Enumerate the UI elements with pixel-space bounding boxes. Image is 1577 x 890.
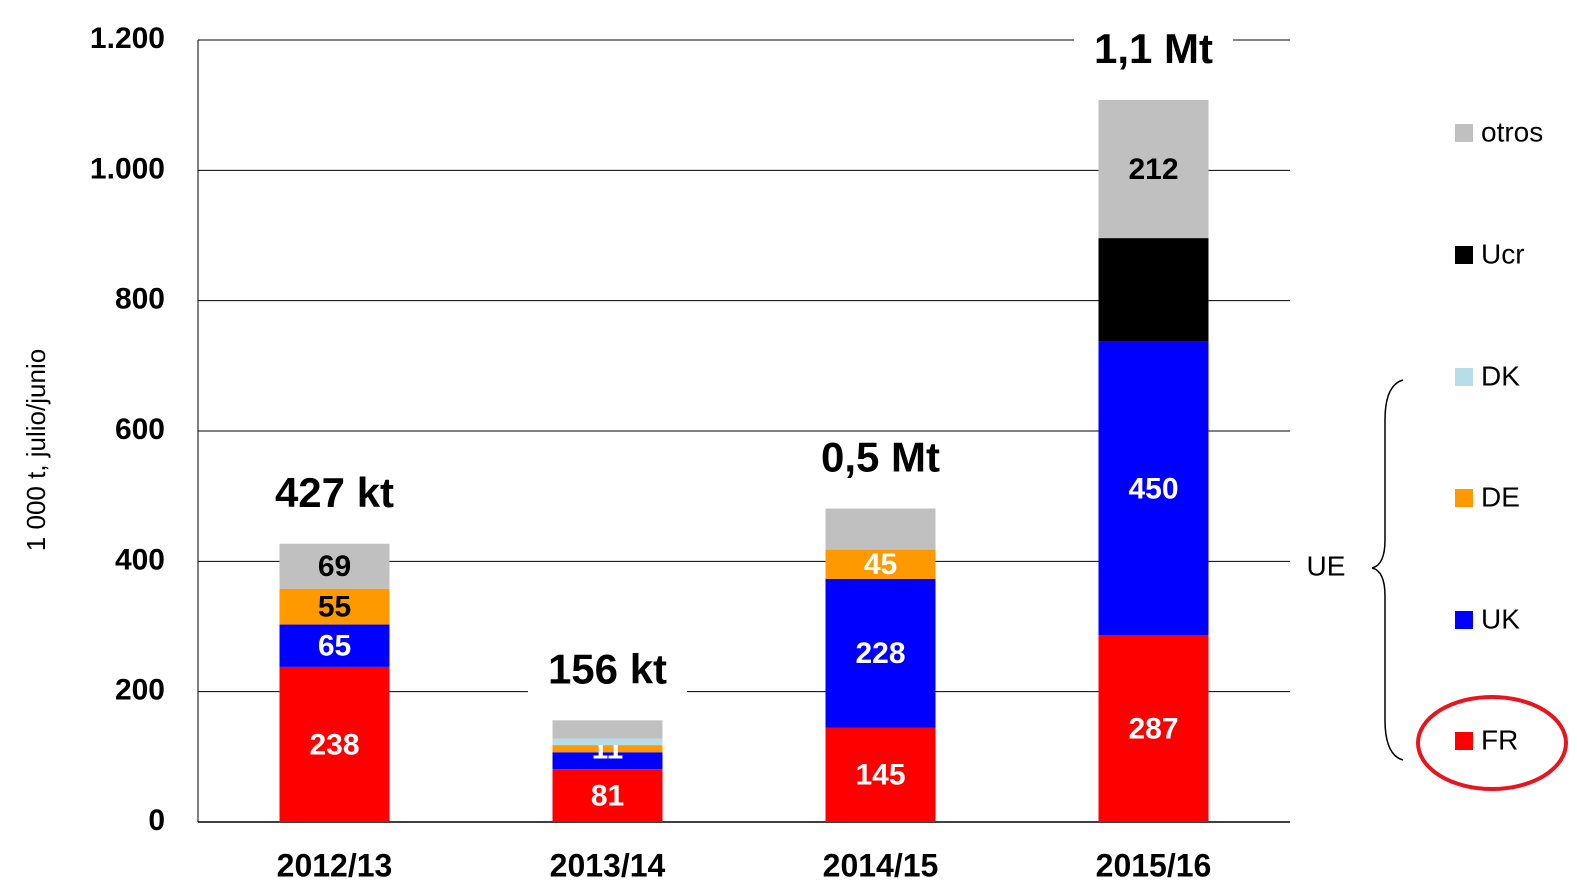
data-label: 55: [318, 591, 351, 624]
data-label: 45: [864, 548, 897, 581]
data-label: 81: [591, 780, 624, 813]
bar-segment: [279, 543, 390, 589]
y-tick-label: 400: [115, 543, 165, 576]
bar-segment: [279, 588, 390, 625]
bar-segment: [1098, 238, 1209, 342]
bar-segment: [825, 727, 936, 822]
legend-swatch: [1455, 246, 1473, 264]
label-background: [254, 469, 415, 522]
total-label: 0,5 Mt: [821, 434, 940, 481]
data-label: 212: [1128, 153, 1178, 186]
bar-segment: [825, 508, 936, 550]
bar-segment: [279, 666, 390, 822]
bar-segment: [552, 745, 663, 753]
label-background: [1073, 25, 1234, 78]
y-tick-label: 200: [115, 674, 165, 707]
highlight-ellipse: [1416, 695, 1568, 791]
data-label: 145: [855, 759, 905, 792]
label-background: [800, 434, 961, 487]
y-tick-label: 0: [148, 804, 165, 837]
bar-segment: [279, 624, 390, 667]
data-label: 450: [1128, 472, 1178, 505]
bar-segment: [552, 752, 663, 770]
x-tick-label: 2012/13: [277, 847, 393, 883]
total-label: 427 kt: [275, 469, 394, 516]
legend-label: DE: [1481, 481, 1520, 512]
y-tick-label: 800: [115, 283, 165, 316]
bar-segment: [1098, 341, 1209, 635]
x-tick-label: 2013/14: [550, 847, 666, 883]
legend-swatch: [1455, 489, 1473, 507]
legend-label: DK: [1481, 360, 1520, 391]
legend-swatch: [1455, 368, 1473, 386]
bar-segment: [1098, 99, 1209, 239]
legend-label: otros: [1481, 116, 1543, 147]
label-background: [527, 646, 688, 699]
data-label: 65: [318, 630, 351, 663]
bar-segment: [825, 578, 936, 728]
x-tick-label: 2015/16: [1096, 847, 1212, 883]
data-label: 287: [1128, 712, 1178, 745]
total-label: 1,1 Mt: [1094, 25, 1213, 72]
y-tick-label: 600: [115, 413, 165, 446]
legend-swatch: [1455, 611, 1473, 629]
y-tick-label: 1.200: [90, 22, 165, 55]
bar-segment: [552, 769, 663, 822]
legend-label: Ucr: [1481, 238, 1525, 269]
legend-label: FR: [1481, 724, 1518, 755]
brace: [1371, 379, 1404, 761]
legend-label: UK: [1481, 603, 1520, 634]
total-label: 156 kt: [548, 645, 667, 692]
bar-segment: [552, 720, 663, 739]
group-label: UE: [1307, 550, 1346, 581]
x-tick-label: 2014/15: [823, 847, 939, 883]
legend-swatch: [1455, 732, 1473, 750]
bar-segment: [552, 738, 663, 746]
bar-segment: [825, 549, 936, 579]
legend-swatch: [1455, 124, 1473, 142]
data-label: 69: [318, 550, 351, 583]
bar-segment: [1098, 634, 1209, 822]
y-tick-label: 1.000: [90, 152, 165, 185]
data-label: 228: [855, 637, 905, 670]
y-axis-label: 1 000 t, julio/junio: [21, 349, 51, 551]
data-label: 238: [309, 728, 359, 761]
